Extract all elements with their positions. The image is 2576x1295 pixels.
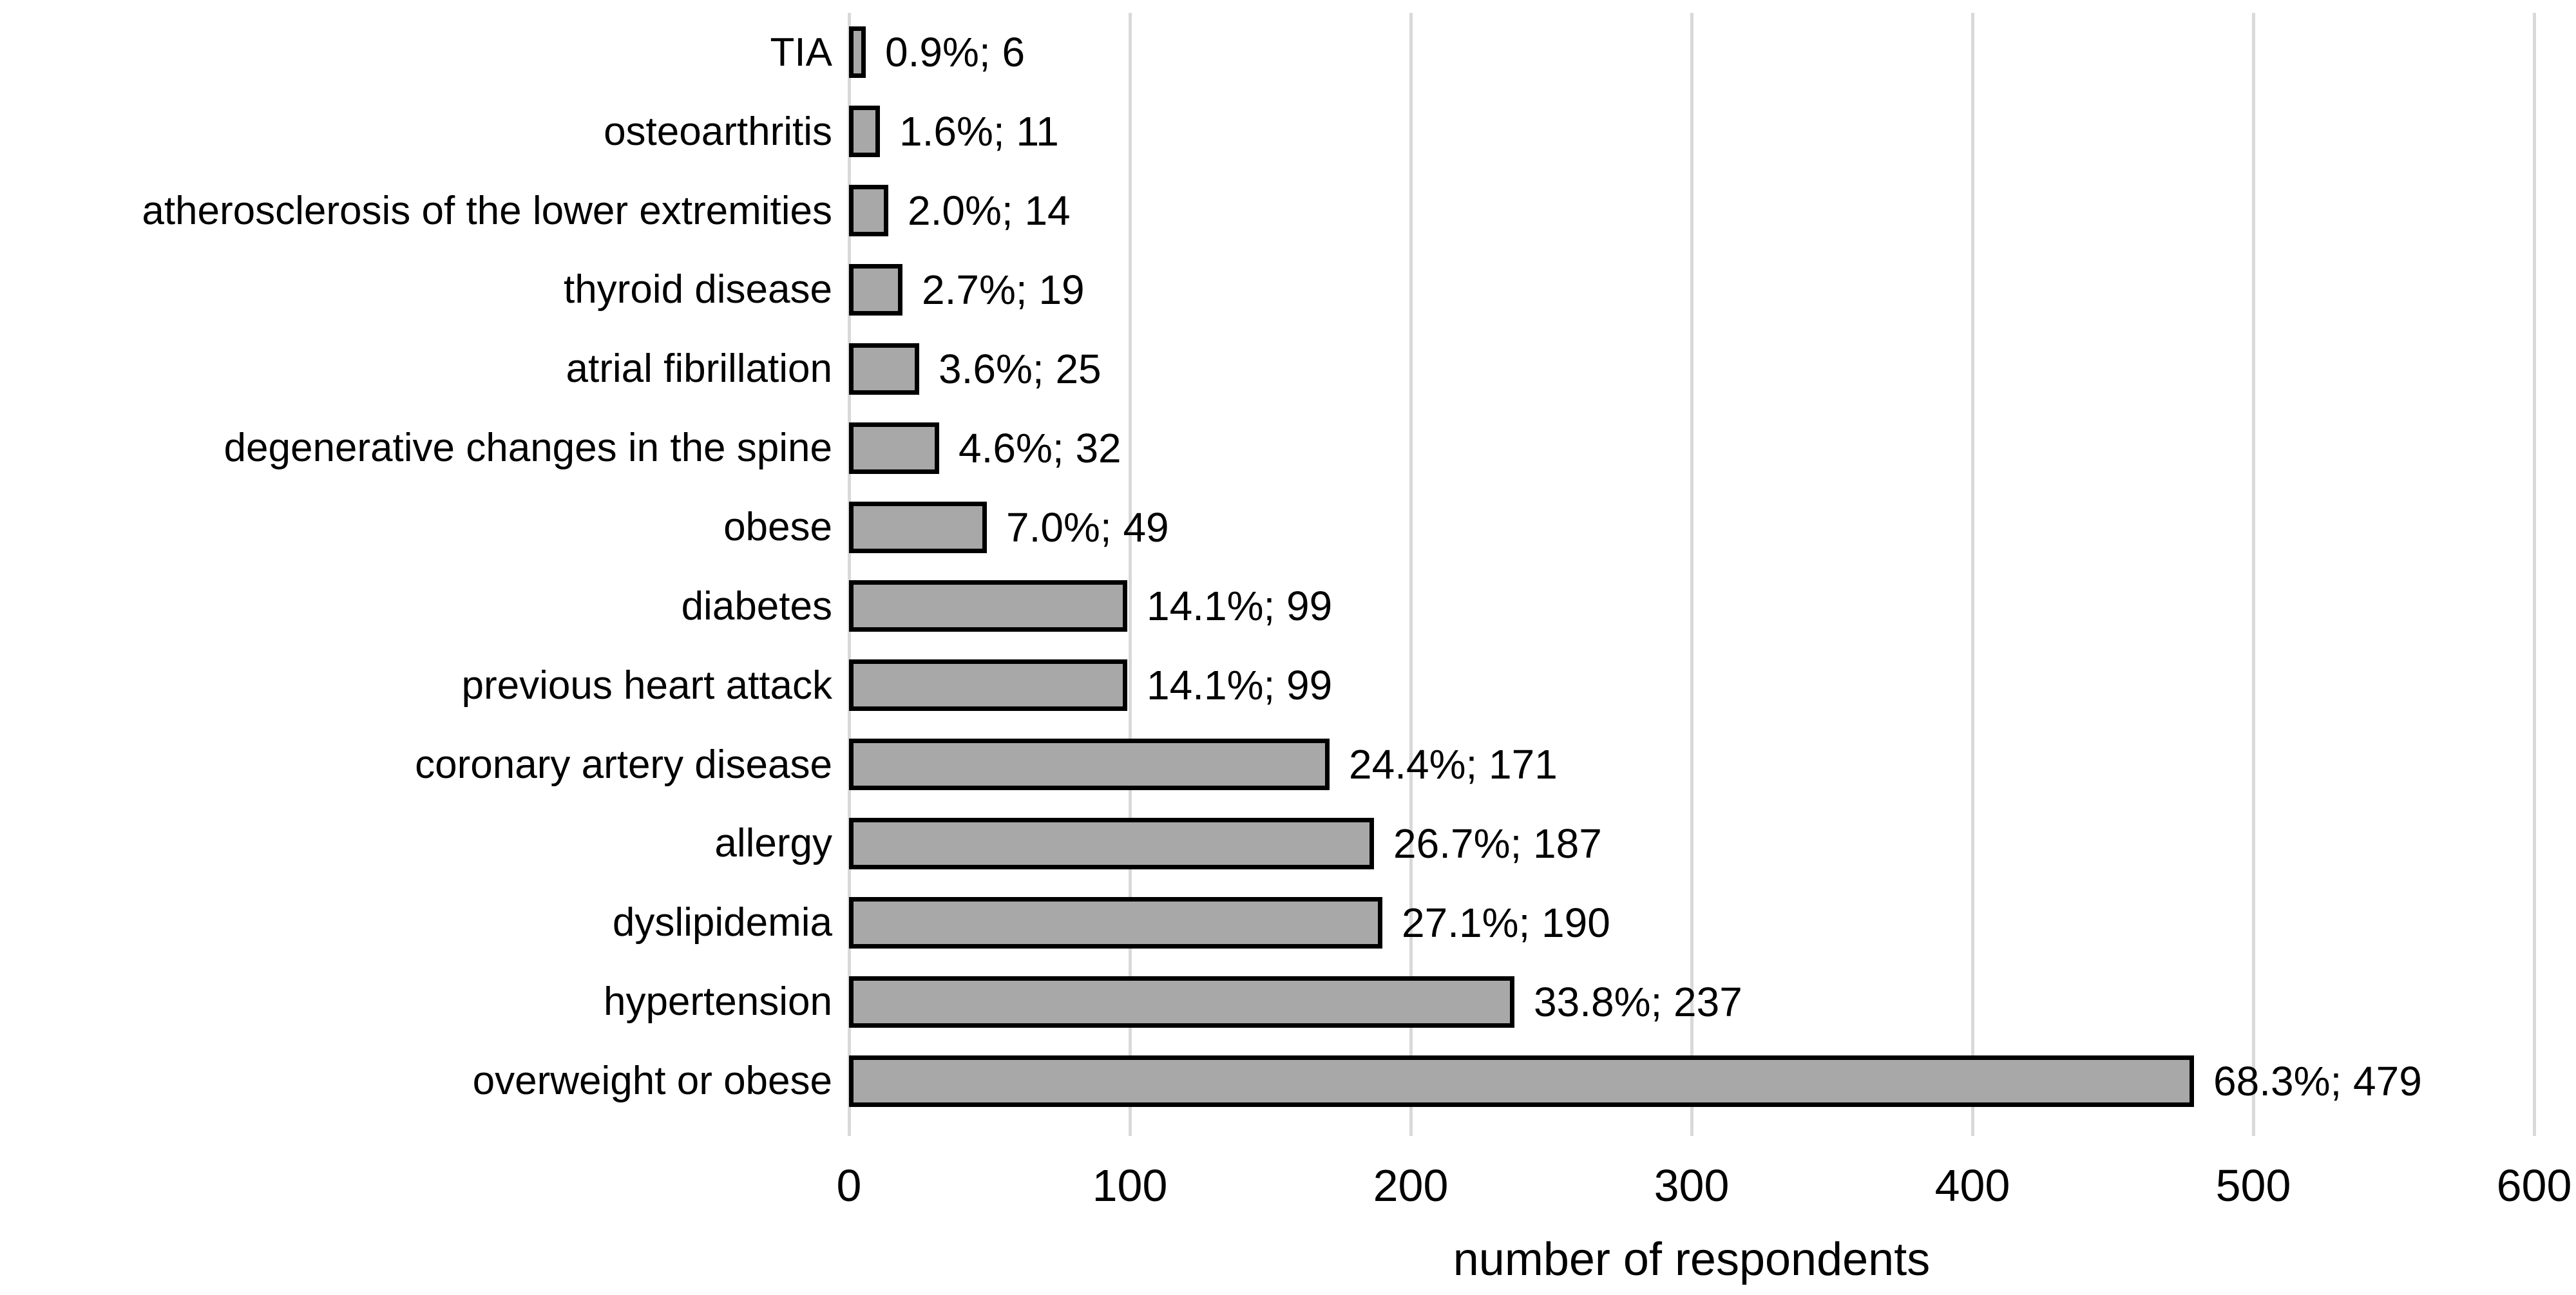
bar-row: thyroid disease 2.7%; 19 xyxy=(0,250,2576,330)
bar-track: 14.1%; 99 xyxy=(849,646,2576,725)
x-axis-tick-label: 100 xyxy=(1092,1160,1168,1211)
x-axis-tick-200 xyxy=(1409,1120,1413,1136)
gridline-x-500 xyxy=(2251,13,2255,1120)
x-axis-tick-300 xyxy=(1690,1120,1693,1136)
bar-track: 26.7%; 187 xyxy=(849,804,2576,884)
data-label: 7.0%; 49 xyxy=(1006,504,1169,551)
category-label: osteoarthritis xyxy=(604,109,832,154)
bar xyxy=(849,264,902,316)
bar xyxy=(849,976,1514,1028)
bar xyxy=(849,1055,2194,1107)
bar-track: 3.6%; 25 xyxy=(849,329,2576,408)
category-label: coronary artery disease xyxy=(415,742,832,787)
category-label: atherosclerosis of the lower extremities xyxy=(142,188,832,233)
bar-track: 24.4%; 171 xyxy=(849,725,2576,804)
bar-row: overweight or obese 68.3%; 479 xyxy=(0,1041,2576,1120)
data-label: 24.4%; 171 xyxy=(1349,741,1558,788)
data-label: 2.0%; 14 xyxy=(908,187,1071,234)
x-axis-tick-label: 300 xyxy=(1654,1160,1730,1211)
bar-row: TIA 0.9%; 6 xyxy=(0,13,2576,92)
category-label: diabetes xyxy=(681,583,832,629)
data-label: 26.7%; 187 xyxy=(1393,820,1602,867)
x-axis-tick-label: 500 xyxy=(2215,1160,2291,1211)
category-label: hypertension xyxy=(603,979,832,1025)
bar xyxy=(849,580,1127,632)
data-label: 3.6%; 25 xyxy=(939,345,1102,392)
bar-row: atrial fibrillation 3.6%; 25 xyxy=(0,329,2576,408)
bar-row: obese 7.0%; 49 xyxy=(0,487,2576,567)
gridline-x-0 xyxy=(847,13,851,1120)
bar xyxy=(849,896,1382,949)
bar xyxy=(849,106,880,158)
bar-track: 68.3%; 479 xyxy=(849,1041,2576,1120)
category-label: atrial fibrillation xyxy=(566,346,832,392)
bar-track: 33.8%; 237 xyxy=(849,962,2576,1041)
data-label: 68.3%; 479 xyxy=(2213,1057,2422,1104)
data-label: 1.6%; 11 xyxy=(899,108,1059,155)
gridline-x-200 xyxy=(1409,13,1413,1120)
category-label: TIA xyxy=(770,30,832,75)
bar-row: hypertension 33.8%; 237 xyxy=(0,962,2576,1041)
bar-track: 14.1%; 99 xyxy=(849,567,2576,646)
bar-row: previous heart attack 14.1%; 99 xyxy=(0,646,2576,725)
bar-track: 1.6%; 11 xyxy=(849,92,2576,171)
data-label: 0.9%; 6 xyxy=(885,29,1026,76)
x-axis-tick-label: 200 xyxy=(1373,1160,1449,1211)
bar-track: 4.6%; 32 xyxy=(849,408,2576,487)
data-label: 2.7%; 19 xyxy=(922,267,1085,313)
x-axis-tick-label: 400 xyxy=(1934,1160,2010,1211)
x-axis-tick-400 xyxy=(1970,1120,1974,1136)
category-label: obese xyxy=(723,505,832,550)
bar-track: 2.7%; 19 xyxy=(849,250,2576,330)
bar-row: coronary artery disease 24.4%; 171 xyxy=(0,725,2576,804)
bar xyxy=(849,739,1330,791)
x-axis-tick-label: 0 xyxy=(836,1160,862,1211)
gridline-x-400 xyxy=(1970,13,1974,1120)
bar xyxy=(849,659,1127,712)
data-label: 27.1%; 190 xyxy=(1402,899,1610,946)
bar xyxy=(849,818,1374,870)
data-label: 33.8%; 237 xyxy=(1534,978,1742,1025)
bar-row: degenerative changes in the spine 4.6%; 3… xyxy=(0,408,2576,487)
bar xyxy=(849,343,919,395)
gridline-x-100 xyxy=(1128,13,1132,1120)
data-label: 14.1%; 99 xyxy=(1147,583,1333,630)
bar-row: diabetes 14.1%; 99 xyxy=(0,567,2576,646)
bar-rows: TIA 0.9%; 6 osteoarthritis 1.6%; 11 atherosc… xyxy=(0,13,2576,1120)
bar-row: allergy 26.7%; 187 xyxy=(0,804,2576,884)
x-axis-title: number of respondents xyxy=(1453,1234,1931,1285)
x-axis-tick-0 xyxy=(847,1120,851,1136)
gridline-x-600 xyxy=(2532,13,2536,1120)
x-axis-tick-100 xyxy=(1128,1120,1132,1136)
bar xyxy=(849,26,866,79)
bar-track: 7.0%; 49 xyxy=(849,487,2576,567)
bar xyxy=(849,422,939,474)
bar-row: osteoarthritis 1.6%; 11 xyxy=(0,92,2576,171)
bar-row: atherosclerosis of the lower extremities… xyxy=(0,171,2576,250)
data-label: 4.6%; 32 xyxy=(959,424,1121,471)
data-label: 14.1%; 99 xyxy=(1147,662,1333,709)
category-label: overweight or obese xyxy=(472,1059,832,1104)
x-axis-tick-500 xyxy=(2251,1120,2255,1136)
x-axis-tick-label: 600 xyxy=(2496,1160,2572,1211)
bar xyxy=(849,501,987,553)
bar-track: 2.0%; 14 xyxy=(849,171,2576,250)
category-label: thyroid disease xyxy=(563,267,832,312)
category-label: allergy xyxy=(714,821,832,866)
category-label: dyslipidemia xyxy=(612,900,832,945)
category-label: degenerative changes in the spine xyxy=(224,426,832,471)
bar-row: dyslipidemia 27.1%; 190 xyxy=(0,883,2576,962)
bar xyxy=(849,185,888,237)
bar-track: 0.9%; 6 xyxy=(849,13,2576,92)
bar-track: 27.1%; 190 xyxy=(849,883,2576,962)
category-label: previous heart attack xyxy=(461,663,832,708)
gridline-x-300 xyxy=(1690,13,1693,1120)
x-axis-tick-600 xyxy=(2532,1120,2536,1136)
